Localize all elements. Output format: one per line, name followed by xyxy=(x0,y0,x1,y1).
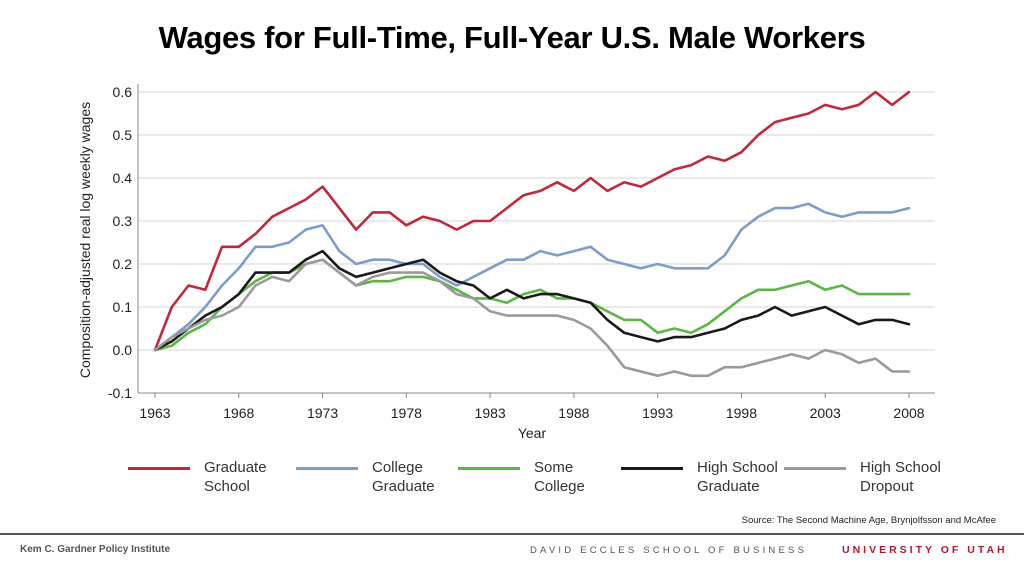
x-tick-label: 2008 xyxy=(893,405,924,421)
legend-swatch xyxy=(458,467,520,470)
y-tick-label: 0.4 xyxy=(113,170,133,186)
university-name: UNIVERSITY OF UTAH xyxy=(842,544,1008,556)
series-line-graduate-school xyxy=(153,90,911,352)
x-tick-label: 1998 xyxy=(726,405,757,421)
gridlines xyxy=(138,91,935,394)
y-tick-label: -0.1 xyxy=(108,385,132,401)
x-tick-label: 1983 xyxy=(475,405,506,421)
x-axis-label: Year xyxy=(518,425,547,441)
y-tick-label: 0.0 xyxy=(113,342,133,358)
x-tick-label: 1963 xyxy=(139,405,170,421)
legend-item-high-school-graduate: High School Graduate xyxy=(621,458,807,496)
y-tick-label: 0.2 xyxy=(113,256,133,272)
legend-label: Some College xyxy=(534,459,585,495)
x-tick-label: 2003 xyxy=(810,405,841,421)
series-line-college-graduate xyxy=(153,202,911,352)
x-tick-label: 1968 xyxy=(223,405,254,421)
series-line-high-school-dropout xyxy=(153,258,911,378)
x-tick-label: 1993 xyxy=(642,405,673,421)
axes xyxy=(137,84,935,398)
legend-item-high-school-dropout: High School Dropout xyxy=(784,458,970,496)
legend-swatch xyxy=(128,467,190,470)
legend-swatch xyxy=(296,467,358,470)
school-name: DAVID ECCLES SCHOOL OF BUSINESS xyxy=(530,545,808,556)
legend-label: High School Dropout xyxy=(860,459,941,495)
legend-label: College Graduate xyxy=(372,459,435,495)
series-lines xyxy=(153,90,911,378)
y-axis-label: Composition-adjusted real log weekly wag… xyxy=(77,102,93,378)
legend-item-college-graduate: College Graduate xyxy=(296,458,482,496)
legend-item-graduate-school: Graduate School xyxy=(128,458,314,496)
legend: Graduate School College Graduate Some Colle… xyxy=(128,458,968,502)
institute-name: Kem C. Gardner Policy Institute xyxy=(20,544,171,555)
source-note: Source: The Second Machine Age, Brynjolf… xyxy=(741,515,996,526)
chart-title: Wages for Full-Time, Full-Year U.S. Male… xyxy=(158,20,866,55)
x-tick-label: 1973 xyxy=(307,405,338,421)
x-tick-labels: 1963 1968 1973 1978 1983 1988 1993 1998 2003 2008 xyxy=(139,405,924,421)
series-line-high-school-graduate xyxy=(153,249,911,352)
legend-swatch xyxy=(784,467,846,470)
legend-label: High School Graduate xyxy=(697,459,778,495)
legend-item-some-college: Some College xyxy=(458,458,644,496)
y-tick-label: 0.3 xyxy=(113,213,133,229)
x-tick-label: 1988 xyxy=(558,405,589,421)
x-tick-label: 1978 xyxy=(391,405,422,421)
y-tick-label: 0.1 xyxy=(113,299,133,315)
y-tick-label: 0.5 xyxy=(113,127,133,143)
legend-label: Graduate School xyxy=(204,459,267,495)
y-tick-labels: -0.1 0.0 0.1 0.2 0.3 0.4 0.5 0.6 xyxy=(108,84,132,401)
legend-swatch xyxy=(621,467,683,470)
y-tick-label: 0.6 xyxy=(113,84,133,100)
footer-divider xyxy=(0,533,1024,535)
